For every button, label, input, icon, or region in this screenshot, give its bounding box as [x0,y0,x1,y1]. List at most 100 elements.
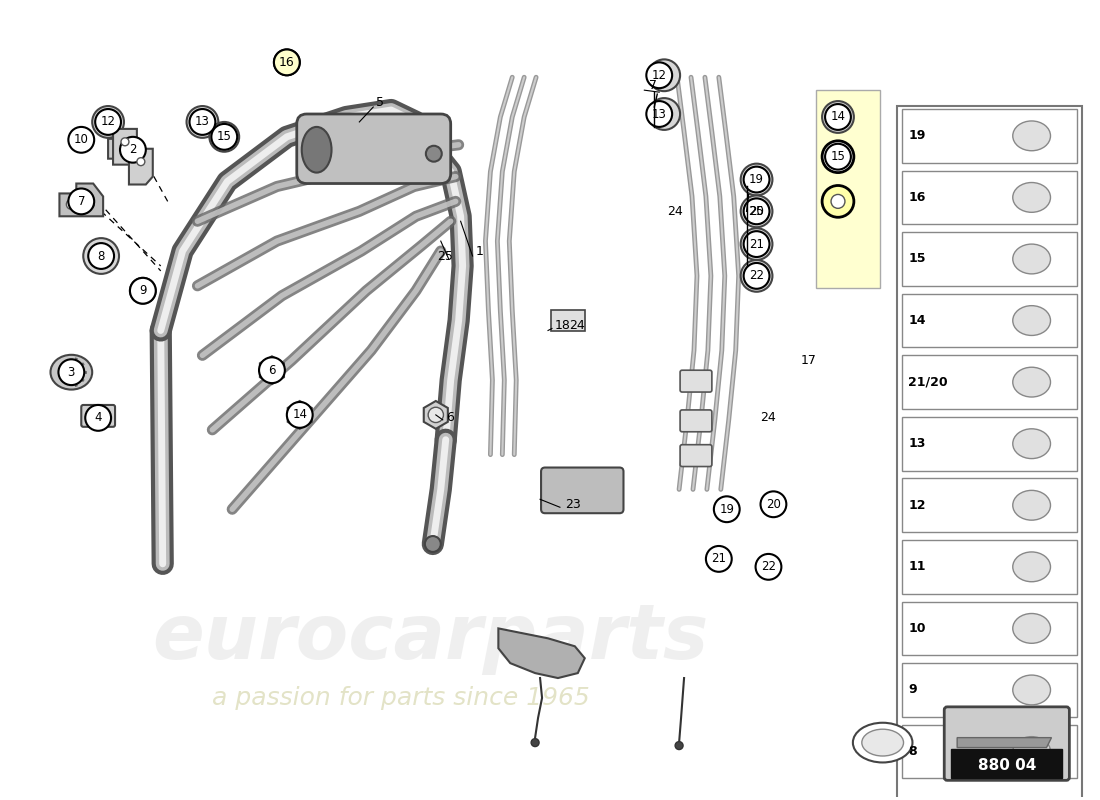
Text: 17: 17 [801,354,816,366]
Circle shape [822,101,854,133]
FancyBboxPatch shape [902,170,1077,224]
Circle shape [531,738,539,746]
Circle shape [744,263,770,289]
FancyBboxPatch shape [902,663,1077,717]
Text: 12: 12 [100,115,116,129]
Polygon shape [113,129,136,165]
Text: 22: 22 [761,560,776,574]
Text: 9: 9 [139,284,146,298]
Text: 13: 13 [909,437,926,450]
Text: 1: 1 [475,245,483,258]
Circle shape [830,150,845,164]
Circle shape [209,122,239,152]
Circle shape [274,50,299,75]
Circle shape [675,742,683,750]
Circle shape [749,173,763,186]
Circle shape [825,144,851,170]
Text: 20: 20 [749,205,764,218]
Ellipse shape [861,729,903,756]
Text: 9: 9 [909,683,917,697]
FancyBboxPatch shape [902,355,1077,409]
Text: 13: 13 [195,115,210,129]
Polygon shape [59,183,103,216]
Ellipse shape [1013,552,1050,582]
Text: 21/20: 21/20 [909,376,948,389]
Circle shape [85,199,95,210]
Circle shape [647,62,672,88]
Text: 21: 21 [749,238,764,250]
Text: 19: 19 [719,502,735,516]
Circle shape [830,110,845,124]
Text: 4: 4 [95,411,102,424]
Circle shape [425,536,441,552]
Text: 3: 3 [68,366,75,378]
Text: 8: 8 [98,250,104,262]
Circle shape [136,158,145,166]
Circle shape [92,106,124,138]
Circle shape [258,358,285,383]
Ellipse shape [1013,244,1050,274]
Text: 12: 12 [651,69,667,82]
FancyBboxPatch shape [902,294,1077,347]
Circle shape [274,50,299,75]
Text: eurocarparts: eurocarparts [153,602,710,675]
Ellipse shape [1013,306,1050,335]
Circle shape [658,68,671,82]
Ellipse shape [301,127,331,173]
Text: 14: 14 [293,408,307,422]
Text: 13: 13 [652,107,667,121]
Text: a passion for parts since 1965: a passion for parts since 1965 [212,686,590,710]
Circle shape [130,278,156,304]
Circle shape [58,359,85,385]
Circle shape [825,104,851,130]
Text: 15: 15 [830,150,846,163]
Circle shape [86,405,111,430]
Ellipse shape [1013,182,1050,212]
Ellipse shape [1013,429,1050,458]
Circle shape [96,109,121,135]
Text: 24: 24 [668,205,683,218]
FancyBboxPatch shape [902,478,1077,532]
Ellipse shape [1013,737,1050,766]
FancyBboxPatch shape [902,232,1077,286]
Ellipse shape [1013,121,1050,150]
Circle shape [749,237,763,251]
Text: 22: 22 [749,270,764,282]
Text: 880 04: 880 04 [978,758,1036,773]
Text: 8: 8 [909,745,917,758]
Text: 10: 10 [909,622,926,635]
Circle shape [218,130,231,144]
Text: 11: 11 [909,560,926,574]
FancyBboxPatch shape [551,310,585,331]
Circle shape [648,98,680,130]
Text: 14: 14 [909,314,926,327]
Text: 6: 6 [268,364,276,377]
Circle shape [706,546,732,572]
Circle shape [130,278,156,304]
Polygon shape [129,149,153,185]
FancyBboxPatch shape [297,114,451,183]
Text: 24: 24 [569,319,585,332]
Ellipse shape [1013,675,1050,705]
Circle shape [88,243,114,269]
Circle shape [102,116,114,128]
Polygon shape [498,629,585,678]
FancyBboxPatch shape [952,749,1063,778]
Circle shape [822,141,854,173]
FancyBboxPatch shape [680,410,712,432]
Ellipse shape [1013,490,1050,520]
Circle shape [740,228,772,260]
Circle shape [68,189,95,214]
Circle shape [749,269,763,283]
FancyBboxPatch shape [902,725,1077,778]
Text: 20: 20 [766,498,781,510]
Polygon shape [108,132,141,158]
Polygon shape [288,401,311,429]
Text: 24: 24 [760,411,777,424]
Text: 12: 12 [909,498,926,512]
FancyBboxPatch shape [81,405,116,427]
Circle shape [211,124,238,150]
Circle shape [647,101,672,127]
Text: 6: 6 [446,411,453,424]
Circle shape [197,116,208,128]
